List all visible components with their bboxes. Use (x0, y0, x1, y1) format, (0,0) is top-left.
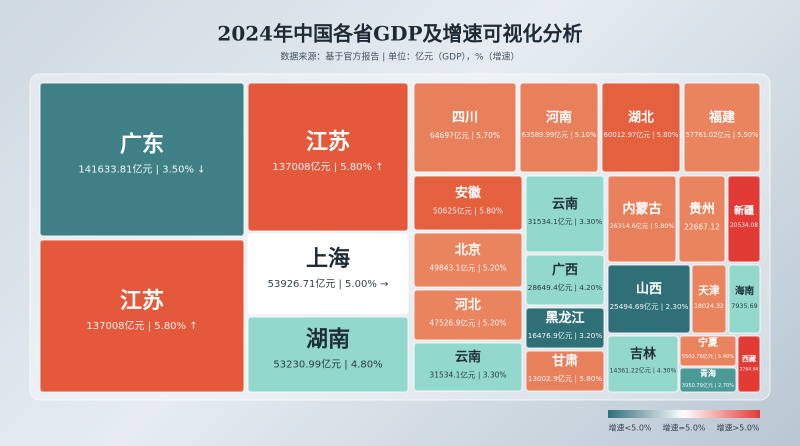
tile (607, 264, 691, 334)
tile (413, 232, 523, 288)
tile-name: 河北 (455, 297, 481, 313)
tile (691, 264, 727, 334)
tile-name: 西藏 (742, 354, 756, 363)
tile (727, 175, 761, 263)
tile (679, 367, 737, 393)
tile-name: 广东 (120, 132, 164, 158)
legend-bar (608, 410, 760, 418)
tile-label: 53926.71亿元 | 5.00% → (268, 277, 389, 290)
tile-label: 137008亿元 | 5.80% ↑ (86, 319, 197, 332)
legend-label: 增速>5.0% (716, 423, 759, 433)
tile (683, 82, 761, 173)
tile-name: 青海 (700, 368, 716, 378)
tile-name: 安徽 (455, 185, 482, 201)
chart-subtitle: 数据来源：基于官方报告 | 单位：亿元（GDP），%（增速） (280, 51, 519, 63)
tile-label: 57761.02亿元 | 5.50% (686, 130, 759, 139)
tile-label: 16476.9亿元 | 3.20% (528, 331, 603, 340)
tile-name: 海南 (735, 284, 755, 297)
tile-label: 50625亿元 | 5.80% (433, 205, 503, 215)
chart-title: 2024年中国各省GDP及增速可视化分析 (217, 22, 582, 46)
tile (413, 175, 523, 231)
tile (678, 175, 726, 263)
tile (728, 264, 761, 334)
tile-name: 广西 (552, 262, 578, 278)
tile-label: 63589.99亿元 | 5.10% (522, 130, 597, 139)
tile (39, 239, 245, 393)
tile-name: 江苏 (306, 129, 350, 155)
tile-label: 64697亿元 | 5.70% (430, 130, 500, 140)
tile (679, 335, 737, 367)
tile-label: 5502.76亿元 | 5.40% (682, 353, 734, 360)
tile-label: 31534.1亿元 | 3.30% (429, 369, 506, 379)
tile (247, 82, 409, 232)
tile (525, 175, 605, 253)
tile-label: 49843.1亿元 | 5.20% (429, 262, 506, 272)
tile-label: 7935.69 (731, 302, 758, 310)
tile-name: 湖南 (306, 327, 350, 353)
tile-label: 137008亿元 | 5.80% ↑ (272, 160, 383, 173)
tile-name: 吉林 (630, 346, 656, 362)
tile-label: 60012.97亿元 | 5.80% (604, 130, 679, 139)
tile-name: 北京 (455, 242, 481, 258)
tile (413, 289, 523, 341)
tile-name: 云南 (552, 196, 578, 212)
tile (519, 82, 599, 173)
tile-name: 四川 (452, 110, 478, 125)
tile (413, 82, 517, 173)
tiles: 广东 141633.81亿元 | 3.50% ↓ 江苏 137008亿元 | 5.80… (39, 82, 761, 393)
tile-name: 湖北 (628, 110, 654, 125)
tile (247, 233, 409, 315)
tile (39, 82, 245, 237)
tile (737, 335, 761, 393)
tile-name: 贵州 (689, 201, 715, 217)
tile-label: 25494.69亿元 | 2.30% (610, 302, 689, 311)
tile-name: 新疆 (734, 204, 754, 217)
tile-label: 141633.81亿元 | 3.50% ↓ (78, 163, 205, 176)
legend: 增速<5.0% 增速=5.0% 增速>5.0% (608, 423, 759, 433)
tile (525, 307, 605, 349)
tile-label: 13002.9亿元 | 5.80% (528, 374, 603, 383)
tile-name: 福建 (708, 109, 735, 125)
tile-name: 云南 (455, 349, 481, 365)
tile-label: 20534.08 (730, 223, 758, 229)
tile-name: 河南 (546, 109, 572, 125)
tile-label: 26314.6亿元 | 5.80% (610, 221, 674, 230)
tile-label: 14361.22亿元 | 4.30% (610, 367, 677, 375)
tile-name: 上海 (306, 246, 350, 272)
legend-label: 增速<5.0% (608, 423, 651, 433)
tile-label: 3950.79亿元 | 2.70% (682, 382, 734, 389)
tile-name: 江苏 (120, 288, 164, 314)
tile (247, 316, 409, 393)
tile-label: 28649.4亿元 | 4.20% (528, 283, 603, 292)
tile-name: 内蒙古 (622, 201, 661, 217)
tile-label: 31534.1亿元 | 3.30% (528, 217, 603, 226)
tile-label: 22667.12 (684, 222, 720, 231)
tile-name: 黑龙江 (545, 310, 584, 326)
tile-label: 47526.9亿元 | 5.20% (429, 317, 506, 327)
tile (607, 335, 679, 393)
tile-name: 甘肃 (552, 353, 578, 369)
tile-name: 天津 (698, 284, 720, 297)
tile (525, 350, 605, 392)
tile-label: 53230.99亿元 | 4.80% (273, 358, 382, 371)
tile (601, 82, 681, 173)
tile (413, 342, 523, 392)
tile-label: 18024.32 (694, 303, 724, 310)
legend-label: 增速=5.0% (662, 423, 705, 433)
tile-name: 山西 (636, 281, 662, 297)
tile (525, 254, 605, 306)
tile-name: 宁夏 (698, 336, 719, 349)
tile (607, 175, 677, 263)
tile-label: 2764.94 (740, 366, 759, 372)
